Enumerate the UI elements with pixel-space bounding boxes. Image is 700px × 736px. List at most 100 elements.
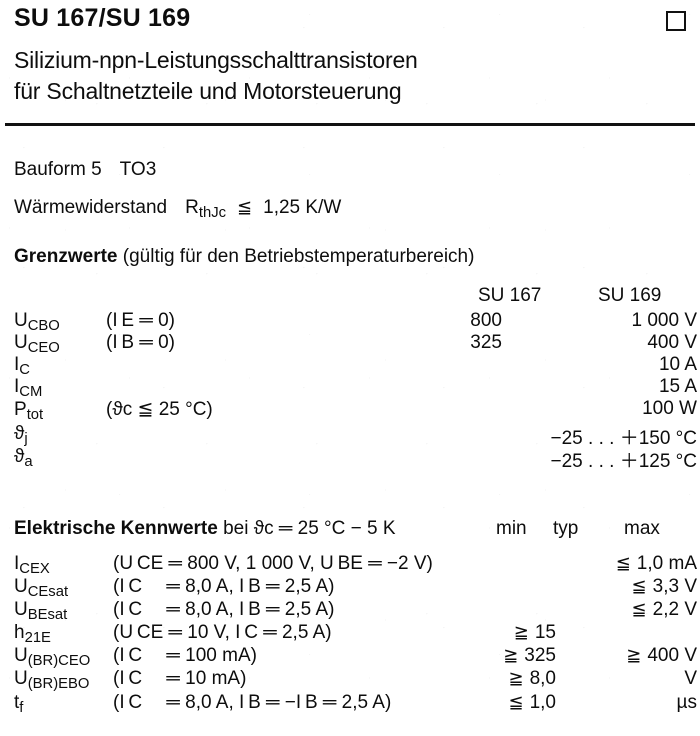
- limits-row-value-span: 10 A: [658, 354, 697, 375]
- characteristics-row-max: [590, 622, 697, 644]
- max-relation-symbol: ≦: [631, 599, 647, 619]
- limits-row-value-span: −25 . . . ＋125 °C: [550, 451, 697, 472]
- characteristics-row-min: ≧ 8,0: [484, 668, 556, 690]
- characteristics-row-min: ≦ 1,0: [484, 692, 556, 714]
- min-relation-symbol: ≧: [513, 622, 529, 642]
- characteristics-row-min: [484, 553, 556, 575]
- characteristics-row-max: V: [590, 668, 697, 690]
- limits-row-value-su169: 1 000 V: [631, 310, 698, 331]
- limits-row-symbol: ICM: [14, 376, 43, 400]
- characteristics-column-header-typ: typ: [553, 518, 579, 539]
- limits-row-value-su167: 800: [470, 310, 502, 331]
- thermal-resistance-label: Wärmewiderstand: [14, 197, 168, 218]
- characteristics-row: UBEsat (I C ═ 8,0 A, I B ═ 2,5 A): [14, 599, 335, 623]
- characteristics-row-max: µs: [590, 692, 697, 714]
- max-relation-symbol: ≦: [631, 576, 647, 596]
- min-relation-symbol: ≧: [508, 668, 524, 688]
- characteristics-row: ICEX (U CE ═ 800 V, 1 000 V, U BE ═ −2 V): [14, 553, 433, 577]
- characteristics-row-min: ≧ 15: [484, 622, 556, 644]
- max-value: µs: [676, 692, 697, 713]
- header-divider: [5, 123, 695, 126]
- max-relation-symbol: ≧: [626, 645, 642, 665]
- limits-row-symbol: IC: [14, 354, 30, 378]
- characteristics-row: U(BR)EBO (I C ═ 10 mA): [14, 668, 247, 692]
- characteristics-row-condition: (I C ═ 8,0 A, I B ═ 2,5 A): [113, 599, 335, 620]
- limits-row-condition: (ϑc ≦ 25 °C): [106, 399, 213, 420]
- limits-row-symbol: UCEO: [14, 332, 60, 356]
- relation-symbol: ≦: [237, 197, 253, 217]
- characteristics-row-condition: (U CE ═ 10 V, I C ═ 2,5 A): [113, 622, 332, 643]
- limits-row-value-span: 100 W: [642, 398, 697, 419]
- limits-column-header-su169: SU 169: [598, 285, 662, 306]
- characteristics-row-max: ≦ 1,0 mA: [590, 553, 697, 575]
- max-value: 3,3 V: [652, 576, 697, 597]
- limits-row: ϑj: [14, 423, 106, 447]
- limits-row-symbol: UCBO: [14, 310, 60, 334]
- characteristics-heading-bold: Elektrische Kennwerte: [14, 518, 218, 539]
- characteristics-heading-rest: bei ϑc ═ 25 °C − 5 K: [223, 518, 396, 539]
- characteristics-row: U(BR)CEO (I C ═ 100 mA): [14, 645, 257, 669]
- max-value: 400 V: [647, 645, 697, 666]
- limits-row: ϑa: [14, 446, 106, 470]
- characteristics-row-symbol: h21E: [14, 622, 51, 646]
- limits-column-header-su167: SU 167: [478, 285, 542, 306]
- characteristics-row-condition: (I C ═ 10 mA): [113, 668, 247, 689]
- limits-row-value-span: 15 A: [658, 376, 697, 397]
- subtitle-line-1: Silizium-npn-Leistungsschalttransistoren: [14, 47, 418, 73]
- characteristics-column-header-max: max: [624, 518, 660, 539]
- package-form-label: Bauform 5: [14, 159, 102, 180]
- limits-row-value-su167: 325: [470, 332, 502, 353]
- min-value: 325: [524, 645, 556, 666]
- limits-row: ICM: [14, 376, 106, 400]
- characteristics-row-condition: (I C ═ 8,0 A, I B ═ 2,5 A): [113, 576, 335, 597]
- limits-row-value-su169: 400 V: [647, 332, 697, 353]
- characteristics-row-max: ≦ 2,2 V: [590, 599, 697, 621]
- max-value: 2,2 V: [652, 599, 697, 620]
- limits-row-condition: (I E ═ 0): [106, 310, 175, 331]
- thermal-resistance-line: Wärmewiderstand RthJc ≦ 1,25 K/W: [14, 197, 342, 221]
- min-value: 8,0: [529, 668, 556, 689]
- characteristics-row-min: [484, 599, 556, 621]
- limits-row: UCEO (I B ═ 0): [14, 332, 175, 356]
- limits-row-symbol: Ptot: [14, 399, 44, 423]
- characteristics-row-condition: (U CE ═ 800 V, 1 000 V, U BE ═ −2 V): [113, 553, 433, 574]
- min-relation-symbol: ≦: [508, 692, 524, 712]
- characteristics-row-max: ≦ 3,3 V: [590, 576, 697, 598]
- max-value: 1,0 mA: [636, 553, 697, 574]
- package-form-line: Bauform 5 TO3: [14, 159, 156, 181]
- characteristics-row-min: [484, 576, 556, 598]
- characteristics-row-symbol: ICEX: [14, 553, 50, 577]
- limits-row: IC: [14, 354, 106, 378]
- max-relation-symbol: ≦: [615, 553, 631, 573]
- characteristics-column-header-min: min: [496, 518, 527, 539]
- characteristics-row-min: ≧ 325: [484, 645, 556, 667]
- thermal-resistance-value: 1,25 K/W: [263, 197, 342, 218]
- characteristics-row-condition: (I C ═ 100 mA): [113, 645, 257, 666]
- characteristics-row-symbol: UCEsat: [14, 576, 69, 600]
- characteristics-row: UCEsat (I C ═ 8,0 A, I B ═ 2,5 A): [14, 576, 335, 600]
- characteristics-row-symbol: UBEsat: [14, 599, 68, 623]
- square-outline-icon: [666, 11, 686, 31]
- limits-heading-bold: Grenzwerte: [14, 246, 118, 267]
- limits-row-symbol: ϑj: [14, 423, 28, 447]
- limits-row: UCBO (I E ═ 0): [14, 310, 175, 334]
- max-value: V: [684, 668, 697, 689]
- package-form-value: TO3: [119, 159, 157, 180]
- page-title: SU 167/SU 169: [14, 4, 191, 32]
- limits-section-heading: Grenzwerte (gültig für den Betriebstempe…: [14, 246, 474, 268]
- characteristics-row: tf (I C ═ 8,0 A, I B ═ −I B ═ 2,5 A): [14, 692, 392, 716]
- characteristics-row-symbol: U(BR)EBO: [14, 668, 90, 692]
- characteristics-row-symbol: tf: [14, 692, 24, 716]
- limits-row: Ptot (ϑc ≦ 25 °C): [14, 398, 213, 423]
- min-value: 1,0: [529, 692, 556, 713]
- min-value: 15: [534, 622, 556, 643]
- limits-row-symbol: ϑa: [14, 446, 33, 470]
- characteristics-row-condition: (I C ═ 8,0 A, I B ═ −I B ═ 2,5 A): [113, 692, 392, 713]
- subtitle-line-2: für Schaltnetzteile und Motorsteuerung: [14, 78, 402, 104]
- limits-heading-rest: (gültig für den Betriebstemperaturbereic…: [122, 246, 475, 267]
- characteristics-section-heading: Elektrische Kennwerte bei ϑc ═ 25 °C − 5…: [14, 518, 396, 540]
- limits-row-condition: (I B ═ 0): [106, 332, 175, 353]
- characteristics-row-symbol: U(BR)CEO: [14, 645, 91, 669]
- min-relation-symbol: ≧: [503, 645, 519, 665]
- thermal-resistance-symbol: RthJc: [185, 197, 227, 221]
